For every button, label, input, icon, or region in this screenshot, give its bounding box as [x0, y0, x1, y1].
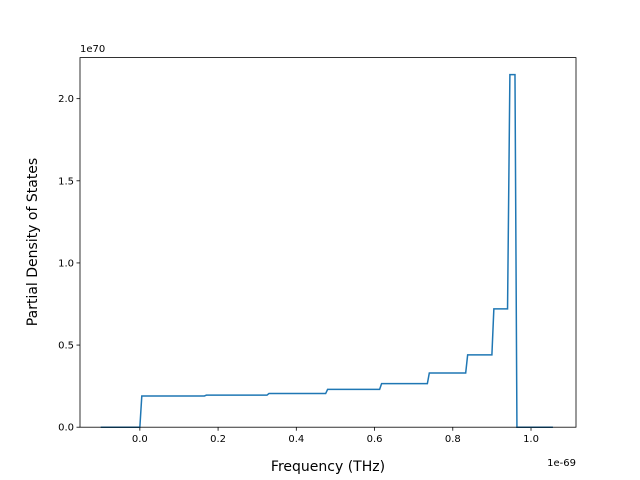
y-tick-label: 0.5: [58, 341, 74, 352]
plot-frame: [79, 57, 577, 428]
x-tick-label: 0.8: [445, 434, 461, 445]
x-tick-label: 0.2: [210, 434, 226, 445]
x-tick-label: 1.0: [523, 434, 539, 445]
x-axis-label: Frequency (THz): [271, 459, 385, 475]
y-tick-label: 1.5: [58, 176, 74, 187]
x-tick-label: 0.6: [367, 434, 383, 445]
x-tick-label: 0.0: [132, 434, 148, 445]
y-tick-label: 1.0: [58, 258, 74, 269]
y-tick-label: 2.0: [58, 94, 74, 105]
data-line: [100, 73, 553, 428]
x-offset-text: 1e-69: [547, 458, 576, 469]
y-offset-text: 1e70: [80, 44, 105, 55]
x-tick-label: 0.4: [288, 434, 304, 445]
y-tick-label: 0.0: [58, 423, 74, 434]
y-axis-label: Partial Density of States: [25, 158, 41, 326]
